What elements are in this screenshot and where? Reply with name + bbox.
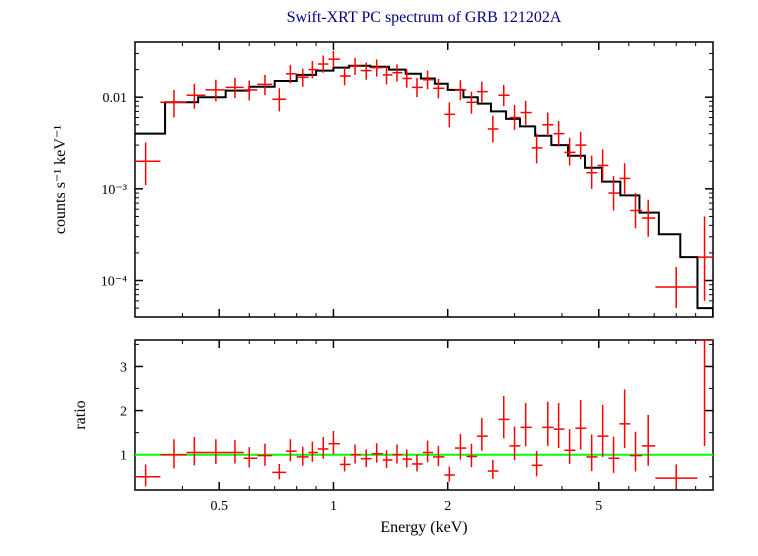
spectrum-data [135,51,713,308]
svg-text:3: 3 [120,360,127,375]
svg-text:counts s⁻¹ keV⁻¹: counts s⁻¹ keV⁻¹ [52,125,69,234]
svg-text:10⁻³: 10⁻³ [101,183,127,198]
ratio-data [135,340,713,486]
svg-text:2: 2 [120,405,127,420]
svg-text:10⁻⁴: 10⁻⁴ [101,275,127,290]
svg-text:ratio: ratio [72,400,89,429]
chart-container: Swift-XRT PC spectrum of GRB 121202A 10⁻⁴… [0,0,758,556]
svg-text:1: 1 [330,499,337,514]
model-curve [135,66,713,317]
svg-text:Swift-XRT PC spectrum of GRB 1: Swift-XRT PC spectrum of GRB 121202A [287,9,562,26]
spectrum-panel: 10⁻⁴ 10⁻³ 0.01 counts s⁻¹ keV⁻¹ [52,42,713,317]
svg-text:5: 5 [595,499,602,514]
svg-text:0.01: 0.01 [103,91,128,106]
svg-text:1: 1 [120,449,127,464]
ratio-panel: 1 2 3 0.5 1 2 5 ratio Energy (keV) [72,340,713,536]
svg-text:Energy (keV): Energy (keV) [380,519,467,536]
svg-text:2: 2 [444,499,451,514]
chart-svg: Swift-XRT PC spectrum of GRB 121202A 10⁻⁴… [0,0,758,556]
svg-text:0.5: 0.5 [210,499,228,514]
